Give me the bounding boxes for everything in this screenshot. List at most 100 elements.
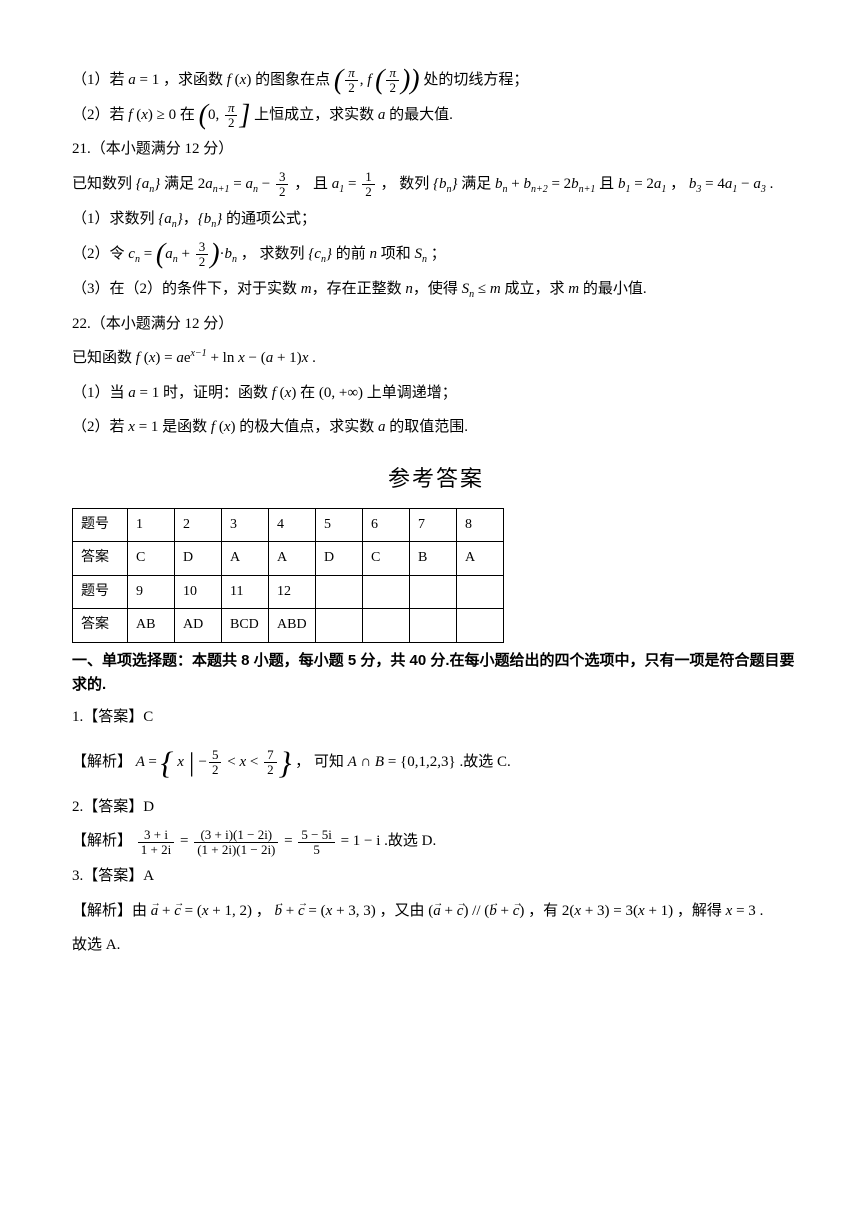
sol2-exp: 【解析】 3 + i1 + 2i = (3 + i)(1 − 2i)(1 + 2… [72,827,800,856]
math-fx-ge0: f (x) ≥ 0 [128,107,176,123]
cell [363,575,410,609]
text: 处的切线方程； [423,72,528,88]
math-point: (π2, f (π2)) [334,72,424,88]
cell: A [457,542,504,576]
text: ，求函数 [163,72,227,88]
AcapB: A ∩ B = {0,1,2,3} [348,754,456,770]
math-a1: a = 1 [128,72,159,88]
q22-p1: （1）当 a = 1 时，证明：函数 f (x) 在 (0, +∞) 上单调递增… [72,379,800,408]
q22-header: 22.（本小题满分 12 分） [72,310,800,339]
q20-part1: （1）若 a = 1 ，求函数 f (x) 的图象在点 (π2, f (π2))… [72,66,800,95]
table-row: 答案 C D A A D C B A [73,542,504,576]
seq-an: {an} [136,176,161,192]
math-fx: f (x) [227,72,252,88]
q21-header: 21.（本小题满分 12 分） [72,135,800,164]
vec-bc: b + c = (x + 3, 3) [275,903,376,919]
cell [457,609,504,643]
cell: 7 [410,508,457,542]
cell: AD [175,609,222,643]
vec-ac: a + c = (x + 1, 2) [151,903,252,919]
cell: AB [128,609,175,643]
text: 在 [180,107,199,123]
cell [410,575,457,609]
text: （1）若 [72,72,128,88]
text: ， 且 [294,176,332,192]
cell [316,575,363,609]
cell: 4 [269,508,316,542]
b1: b1 = 2a1 [618,176,666,192]
sol1-exp: 【解析】 A = { x | −52 < x < 72} ， 可知 A ∩ B … [72,738,800,787]
fx-def: f (x) = aex−1 + ln x − (a + 1)x [136,350,309,366]
b3: b3 = 4a1 − a3 [689,176,766,192]
row-header: 题号 [73,575,128,609]
cell: 6 [363,508,410,542]
recur2: bn + bn+2 = 2bn+1 [495,176,595,192]
q20-part2: （2）若 f (x) ≥ 0 在 (0, π2] 上恒成立，求实数 a 的最大值… [72,101,800,130]
recur1: 2an+1 = an − 32 [198,176,291,192]
q21-p3: （3）在（2）的条件下，对于实数 m，存在正整数 n，使得 Sn ≤ m 成立，… [72,275,800,304]
complex-eq: 3 + i1 + 2i = (3 + i)(1 − 2i)(1 + 2i)(1 … [136,833,384,849]
text: ， 数列 [380,176,433,192]
row-header: 题号 [73,508,128,542]
cell [316,609,363,643]
cell: A [269,542,316,576]
text: . [312,350,316,366]
answers-title: 参考答案 [72,458,800,500]
table-row: 题号 1 2 3 4 5 6 7 8 [73,508,504,542]
cell: 9 [128,575,175,609]
cell: ABD [269,609,316,643]
cell: 3 [222,508,269,542]
q21-given: 已知数列 {an} 满足 2an+1 = an − 32 ， 且 a1 = 12… [72,170,800,199]
text: 满足 [164,176,198,192]
text: 的图象在点 [255,72,334,88]
math-a: a [378,107,386,123]
text: 已知数列 [72,176,136,192]
cn-def: cn = (an + 32)·bn [128,246,237,262]
section1-title: 一、单项选择题：本题共 8 小题，每小题 5 分，共 40 分.在每小题给出的四… [72,649,800,697]
cell: B [410,542,457,576]
q22-p2: （2）若 x = 1 是函数 f (x) 的极大值点，求实数 a 的取值范围. [72,413,800,442]
cell: C [128,542,175,576]
table-row: 题号 9 10 11 12 [73,575,504,609]
cell: C [363,542,410,576]
table-row: 答案 AB AD BCD ABD [73,609,504,643]
q21-p1: （1）求数列 {an}，{bn} 的通项公式； [72,205,800,234]
text: 且 [599,176,618,192]
cell: 12 [269,575,316,609]
cell: 2 [175,508,222,542]
text: （2）令 [72,246,128,262]
cell: 8 [457,508,504,542]
cell: 11 [222,575,269,609]
q22-given: 已知函数 f (x) = aex−1 + ln x − (a + 1)x . [72,344,800,373]
cell: 1 [128,508,175,542]
row-header: 答案 [73,542,128,576]
x-val: x = 3 [726,903,756,919]
text: ， [670,176,689,192]
cell: D [316,542,363,576]
row-header: 答案 [73,609,128,643]
sol2-ans: 2.【答案】D [72,793,800,822]
cell: 10 [175,575,222,609]
seq-bn: {bn} [433,176,458,192]
cell: D [175,542,222,576]
text: 满足 [461,176,495,192]
text: （2）若 [72,107,128,123]
parallel: (a + c) // (b + c) [428,903,524,919]
cell [410,609,457,643]
answer-table: 题号 1 2 3 4 5 6 7 8 答案 C D A A D C B A 题号… [72,508,504,643]
setA: A = { x | −52 < x < 72} [136,754,295,770]
text: . [770,176,774,192]
cell [457,575,504,609]
math-interval: (0, π2] [199,107,255,123]
cell: 5 [316,508,363,542]
sol3-exp: 【解析】由 a + c = (x + 1, 2) ， b + c = (x + … [72,897,800,926]
text: 已知函数 [72,350,136,366]
text: 的最大值. [389,107,453,123]
cell: BCD [222,609,269,643]
eq2: 2(x + 3) = 3(x + 1) [562,903,673,919]
a1: a1 = 12 [332,176,377,192]
q21-p2: （2）令 cn = (an + 32)·bn ， 求数列 {cn} 的前 n 项… [72,240,800,269]
text: 上恒成立，求实数 [254,107,378,123]
cell [363,609,410,643]
sol3-last: 故选 A. [72,931,800,960]
